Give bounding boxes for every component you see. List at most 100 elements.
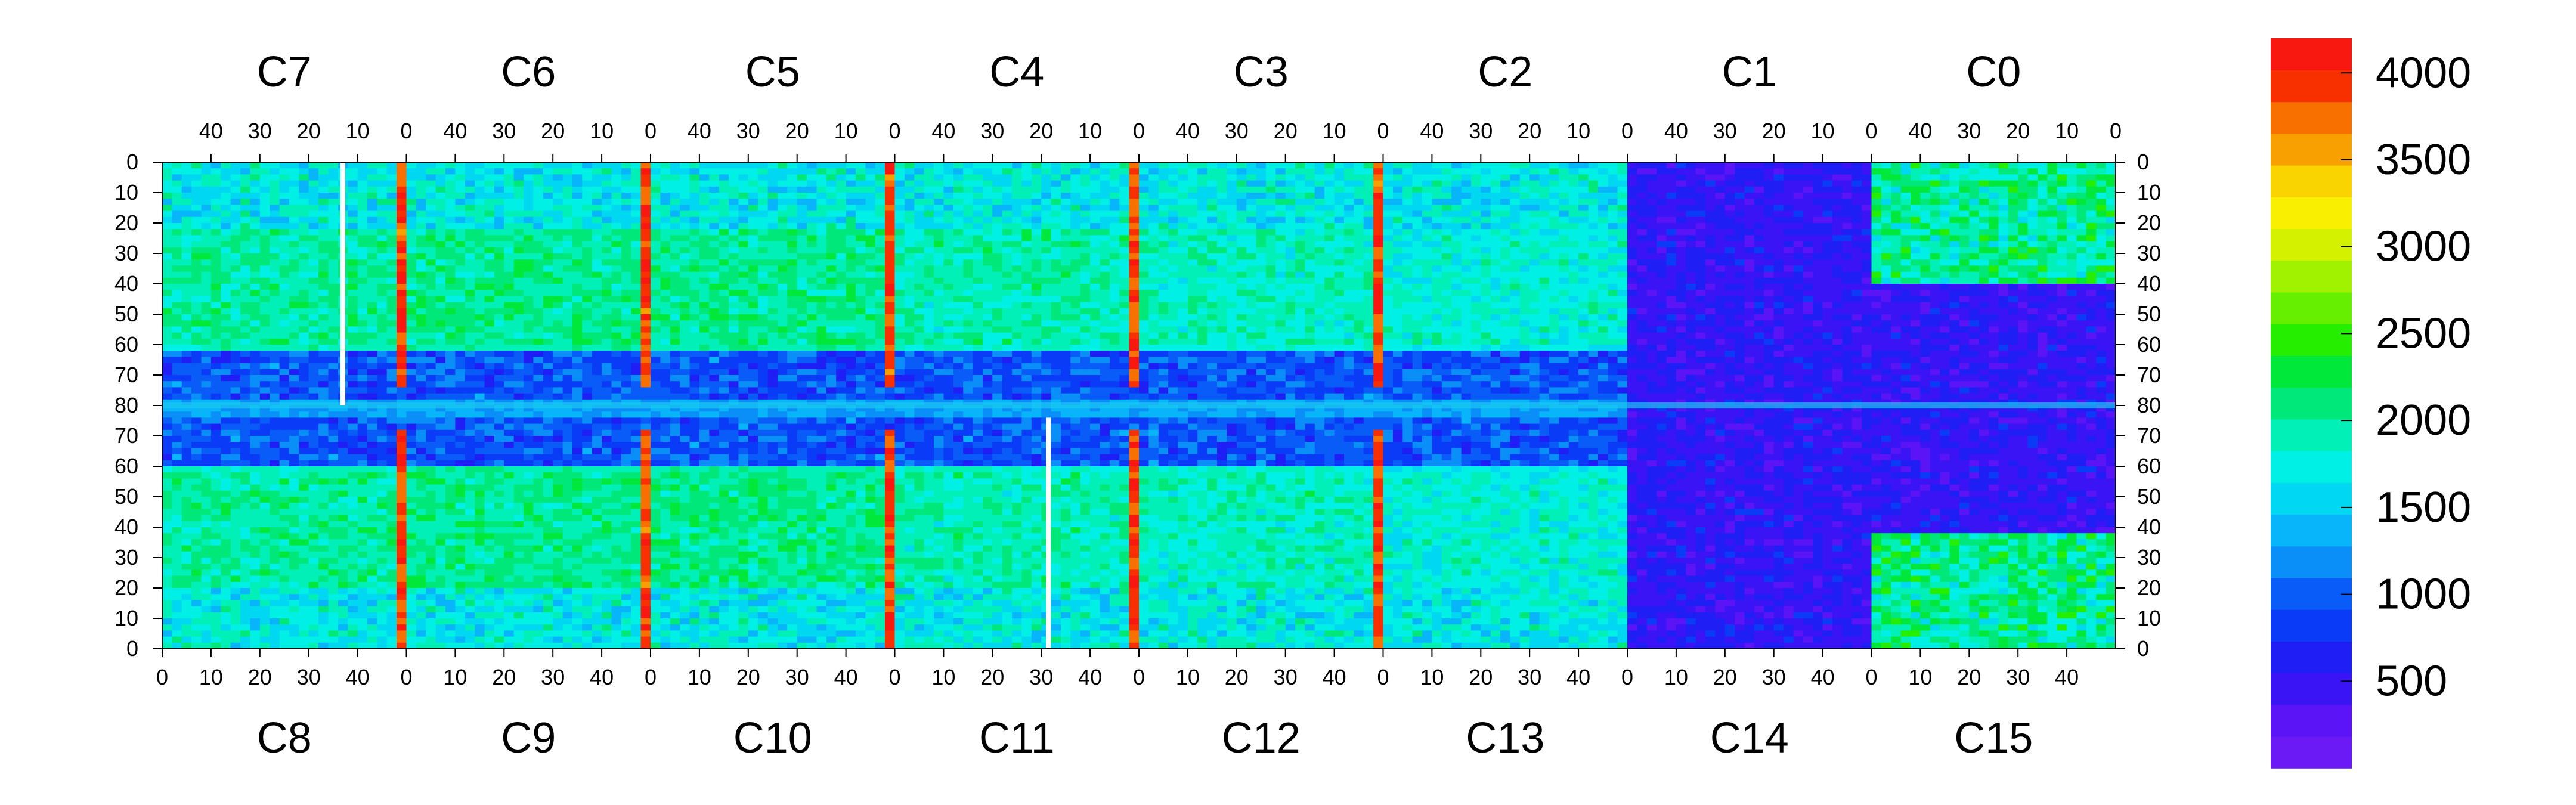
heatmap-cell [445,484,456,491]
heatmap-cell [767,381,778,388]
heatmap-cell [524,193,534,199]
heatmap-cell [699,284,710,290]
heatmap-cell [533,216,544,224]
heatmap-cell [426,411,436,418]
heatmap-cell [592,387,602,394]
heatmap-cell [582,551,593,558]
heatmap-cell [533,606,544,613]
heatmap-cell [836,332,847,339]
heatmap-cell [553,636,564,643]
heatmap-cell [162,357,172,364]
heatmap-cell [210,448,221,455]
heatmap-cell [758,363,769,370]
heatmap-cell [553,515,564,522]
heatmap-cell [426,417,436,425]
heatmap-cell [553,472,564,479]
heatmap-cell [259,210,270,218]
heatmap-cell [699,229,710,236]
heatmap-cell [367,247,377,254]
heatmap-cell [621,423,631,431]
heatmap-cell [455,515,466,522]
heatmap-cell [367,271,377,278]
heatmap-cell [572,460,583,467]
heatmap-cell [270,618,280,625]
heatmap-cell [455,581,466,589]
heatmap-cell [416,624,426,631]
heatmap-cell [221,369,231,376]
heatmap-cell [689,205,700,212]
heatmap-cell [289,509,299,516]
heatmap-cell [475,472,485,479]
heatmap-cell [524,271,534,278]
heatmap-cell [524,436,534,442]
heatmap-cell [856,216,866,224]
heatmap-cell [689,199,700,205]
heatmap-cell [181,174,192,181]
heatmap-cell [426,205,436,212]
heatmap-cell [455,411,466,418]
heatmap-cell [367,241,377,248]
heatmap-cell [621,581,631,589]
heatmap-cell [465,423,475,431]
heatmap-cell [553,411,564,418]
heatmap-cell [748,235,758,242]
heatmap-cell [738,393,749,400]
heatmap-cell [475,569,485,577]
heatmap-cell [621,393,631,400]
heatmap-cell [445,308,456,315]
heatmap-cell [533,436,544,442]
heatmap-cell [377,308,388,315]
heatmap-cell [748,363,758,370]
heatmap-cell [562,515,573,522]
heatmap-cell [348,296,358,303]
heatmap-cell [787,253,798,260]
heatmap-cell [836,290,847,296]
heatmap-cell [357,210,368,218]
heatmap-cell [250,618,261,625]
heatmap-cell [651,216,661,224]
heatmap-cell [475,478,485,485]
heatmap-cell [484,636,495,643]
heatmap-cell [289,216,299,224]
heatmap-cell [318,253,329,260]
heatmap-cell [406,363,417,370]
heatmap-cell [210,478,221,485]
heatmap-cell [377,302,388,309]
heatmap-cell [582,369,593,376]
heatmap-cell [435,472,446,479]
heatmap-cell [484,357,495,364]
heatmap-cell [524,448,534,455]
heatmap-cell [250,345,261,351]
heatmap-cell [289,296,299,303]
heatmap-cell [397,210,407,218]
heatmap-cell [416,521,426,528]
heatmap-cell [397,509,407,516]
heatmap-cell [885,241,896,248]
heatmap-cell [885,351,896,357]
heatmap-cell [699,381,710,388]
heatmap-cell [240,332,250,339]
heatmap-cell [357,363,368,370]
heatmap-cell [386,417,397,425]
heatmap-cell [582,564,593,570]
heatmap-cell [582,642,593,649]
heatmap-cell [435,271,446,278]
heatmap-cell [230,174,241,181]
heatmap-cell [621,509,631,516]
heatmap-cell [611,271,622,278]
heatmap-cell [592,533,602,540]
heatmap-cell [221,454,231,461]
heatmap-cell [406,180,417,187]
heatmap-cell [797,205,807,212]
heatmap-cell [435,545,446,552]
heatmap-cell [221,302,231,309]
heatmap-cell [484,241,495,248]
heatmap-cell [640,484,651,491]
heatmap-cell [455,545,466,552]
heatmap-cell [230,509,241,516]
heatmap-cell [240,423,250,431]
heatmap-cell [533,448,544,455]
heatmap-cell [377,216,388,224]
heatmap-cell [318,466,329,473]
heatmap-cell [602,381,612,388]
